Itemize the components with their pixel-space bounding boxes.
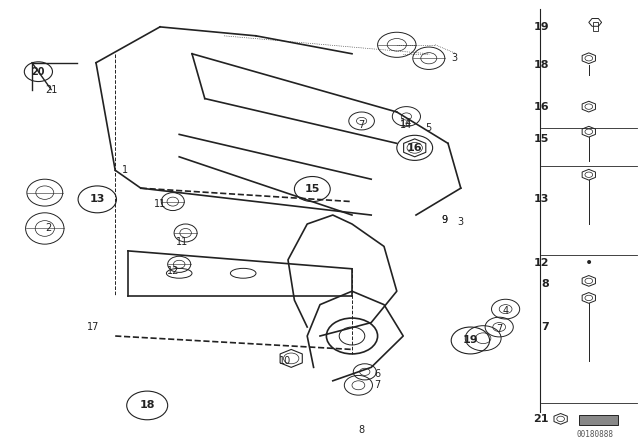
Text: 19: 19 (534, 22, 549, 32)
Text: 20: 20 (31, 67, 45, 77)
Text: 7: 7 (374, 380, 381, 390)
Text: 2: 2 (45, 224, 51, 233)
Text: 11: 11 (154, 199, 166, 209)
Text: 14: 14 (400, 121, 413, 130)
Text: 17: 17 (86, 322, 99, 332)
Text: 3: 3 (451, 53, 458, 63)
Text: 8: 8 (358, 425, 365, 435)
Text: 3: 3 (458, 217, 464, 227)
Text: 12: 12 (166, 266, 179, 276)
Text: 14: 14 (400, 118, 413, 128)
Text: 10: 10 (278, 356, 291, 366)
Text: 7: 7 (358, 121, 365, 130)
Text: 11: 11 (176, 237, 189, 247)
Text: 7: 7 (541, 322, 549, 332)
Text: 9: 9 (442, 215, 448, 224)
Text: •: • (585, 256, 593, 271)
Text: 19: 19 (463, 336, 478, 345)
Text: 18: 18 (140, 401, 155, 410)
Text: 5: 5 (426, 123, 432, 133)
Text: 9: 9 (442, 215, 448, 224)
Text: 15: 15 (305, 184, 320, 194)
Text: 21: 21 (534, 414, 549, 424)
Text: 16: 16 (407, 143, 422, 153)
Text: 13: 13 (534, 194, 549, 204)
Text: 16: 16 (534, 102, 549, 112)
Text: 1: 1 (122, 165, 128, 175)
Text: 6: 6 (374, 369, 381, 379)
Text: 12: 12 (534, 258, 549, 268)
Text: 21: 21 (45, 85, 58, 95)
Text: 7: 7 (496, 324, 502, 334)
Bar (593, 22, 598, 31)
Text: 00180888: 00180888 (577, 430, 614, 439)
Text: 4: 4 (502, 306, 509, 316)
Text: 8: 8 (541, 279, 549, 289)
Text: 13: 13 (90, 194, 105, 204)
Text: 15: 15 (534, 134, 549, 144)
FancyBboxPatch shape (579, 415, 618, 425)
Text: 18: 18 (534, 60, 549, 70)
